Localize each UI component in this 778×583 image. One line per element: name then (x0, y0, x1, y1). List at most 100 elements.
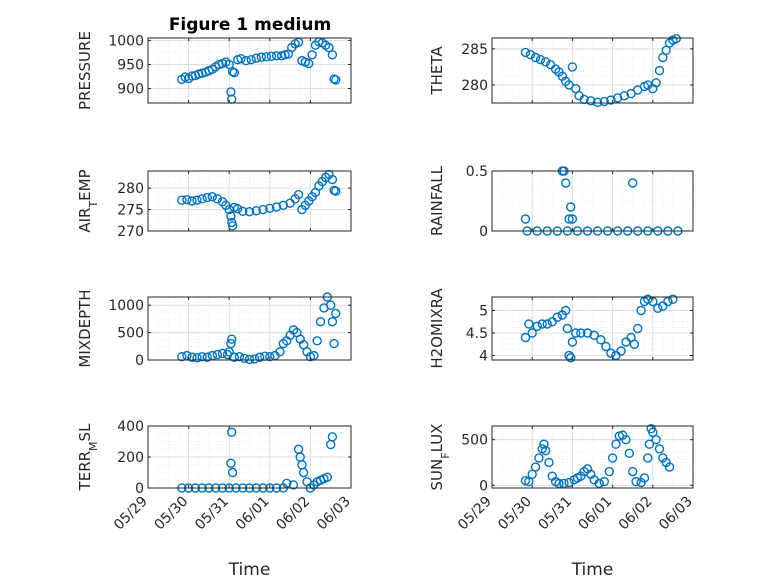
data-point (540, 57, 551, 67)
data-point (559, 478, 569, 489)
data-point (298, 467, 309, 478)
data-point (566, 202, 576, 212)
data-point (251, 53, 261, 63)
x-tick-label: 05/29 (455, 494, 495, 534)
data-point (327, 174, 338, 185)
data-point (266, 51, 277, 61)
data-point (177, 195, 187, 205)
data-point (599, 96, 609, 107)
data-point (182, 195, 192, 205)
data-point (592, 97, 603, 107)
subplot-terr-msl: 0 200 400 TERRMSL 05/29 05/30 05/31 06/01 06/02 0… (76, 419, 354, 580)
subplot-air-temp: 270 275 280 AIRTEMP (76, 169, 352, 240)
y-tick-label: 900 (117, 82, 144, 98)
data-point (607, 453, 618, 463)
data-point (621, 434, 631, 445)
data-point (524, 319, 534, 329)
data-point (520, 332, 531, 343)
subplot-rainfall: 0 0.5 RAINFALL (428, 164, 694, 240)
data-point (628, 466, 638, 477)
data-point (326, 300, 336, 310)
y-tick-label: 4.5 (466, 326, 488, 342)
data-point (537, 319, 547, 329)
data-point (312, 336, 322, 346)
data-point (552, 312, 563, 322)
data-point (562, 323, 573, 334)
data-point (207, 192, 217, 202)
y-axis-label: THETA (428, 46, 446, 96)
data-point (244, 207, 255, 217)
data-point (604, 466, 614, 477)
y-tick-label: 0 (479, 224, 488, 240)
data-point (177, 352, 187, 362)
data-point (544, 457, 554, 468)
x-tick-label: 06/01 (233, 494, 273, 534)
data-point (187, 196, 197, 206)
data-point (331, 186, 341, 196)
data-point (629, 339, 640, 349)
data-point (265, 352, 275, 362)
subplot-theta: 280 285 THETA (428, 34, 694, 107)
data-point (631, 476, 641, 487)
data-point (530, 52, 541, 63)
y-tick-label: 280 (461, 78, 488, 94)
axes-frame (491, 296, 694, 361)
y-tick-label: 275 (117, 203, 144, 219)
data-point (331, 75, 341, 85)
data-point (187, 352, 197, 362)
x-tick-label: 06/02 (616, 494, 656, 534)
data-point (288, 480, 299, 490)
data-point (596, 335, 606, 345)
data-point (229, 352, 239, 362)
y-axis-label: H2OMIXRA (428, 288, 446, 369)
axes-frame (147, 296, 352, 361)
data-point (229, 67, 239, 78)
series-markers (520, 294, 678, 363)
x-tick-label: 06/03 (314, 494, 354, 534)
data-point (282, 478, 292, 489)
data-point (327, 316, 338, 327)
data-point (227, 427, 237, 437)
data-point (227, 221, 238, 231)
data-point (599, 476, 609, 487)
data-point (668, 294, 678, 304)
data-point (261, 52, 272, 62)
y-tick-label: 0 (135, 481, 144, 497)
y-tick-label: 285 (461, 42, 488, 58)
data-point (239, 353, 250, 364)
data-point (606, 95, 616, 105)
y-axis-label: RAINFALL (428, 165, 446, 236)
data-point (304, 58, 314, 69)
data-point (249, 354, 260, 364)
x-tick-label: 05/30 (152, 494, 192, 534)
data-point (561, 178, 571, 188)
data-point (564, 214, 574, 224)
data-point (226, 211, 236, 221)
data-point (241, 55, 251, 66)
data-point (651, 434, 661, 445)
y-tick-label: 0 (479, 478, 488, 494)
data-point (576, 328, 586, 338)
data-point (566, 353, 576, 363)
y-tick-label: 500 (461, 433, 488, 449)
data-point (520, 214, 531, 224)
data-point (227, 334, 237, 344)
data-point (226, 338, 236, 349)
data-point (315, 316, 326, 327)
x-tick-label: 05/29 (111, 494, 151, 534)
data-point (542, 319, 552, 329)
data-point (212, 349, 223, 360)
data-point (586, 96, 596, 106)
x-axis-label: Time (228, 560, 271, 580)
y-tick-label: 0 (135, 353, 144, 369)
data-point (653, 303, 663, 313)
data-point (232, 204, 243, 214)
data-point (256, 52, 267, 62)
data-point (307, 50, 317, 60)
data-point (664, 462, 675, 472)
axes-frame (491, 170, 694, 232)
data-point (554, 478, 564, 489)
data-point (525, 49, 536, 60)
data-point (327, 432, 338, 442)
